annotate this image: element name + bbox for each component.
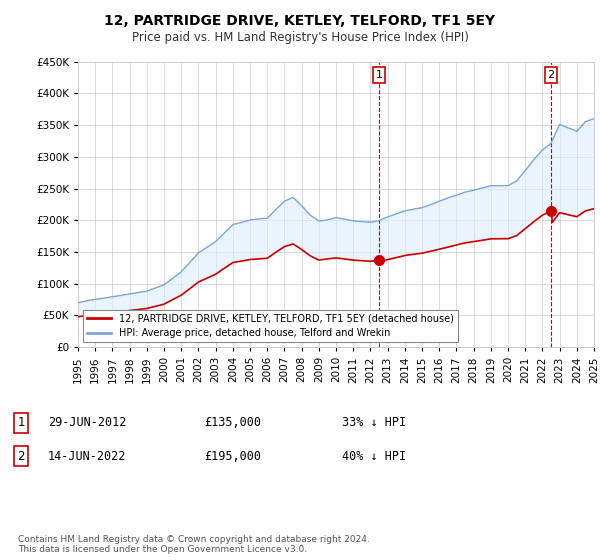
Text: 14-JUN-2022: 14-JUN-2022 xyxy=(48,450,127,463)
Text: £135,000: £135,000 xyxy=(204,416,261,430)
Text: Contains HM Land Registry data © Crown copyright and database right 2024.
This d: Contains HM Land Registry data © Crown c… xyxy=(18,535,370,554)
Text: Price paid vs. HM Land Registry's House Price Index (HPI): Price paid vs. HM Land Registry's House … xyxy=(131,31,469,44)
Text: 33% ↓ HPI: 33% ↓ HPI xyxy=(342,416,406,430)
Text: 1: 1 xyxy=(17,416,25,430)
Legend: 12, PARTRIDGE DRIVE, KETLEY, TELFORD, TF1 5EY (detached house), HPI: Average pri: 12, PARTRIDGE DRIVE, KETLEY, TELFORD, TF… xyxy=(83,310,458,342)
Text: 2: 2 xyxy=(17,450,25,463)
Text: 1: 1 xyxy=(376,70,383,80)
Text: 40% ↓ HPI: 40% ↓ HPI xyxy=(342,450,406,463)
Text: 29-JUN-2012: 29-JUN-2012 xyxy=(48,416,127,430)
Text: £195,000: £195,000 xyxy=(204,450,261,463)
Text: 2: 2 xyxy=(547,70,554,80)
Text: 12, PARTRIDGE DRIVE, KETLEY, TELFORD, TF1 5EY: 12, PARTRIDGE DRIVE, KETLEY, TELFORD, TF… xyxy=(104,14,496,28)
